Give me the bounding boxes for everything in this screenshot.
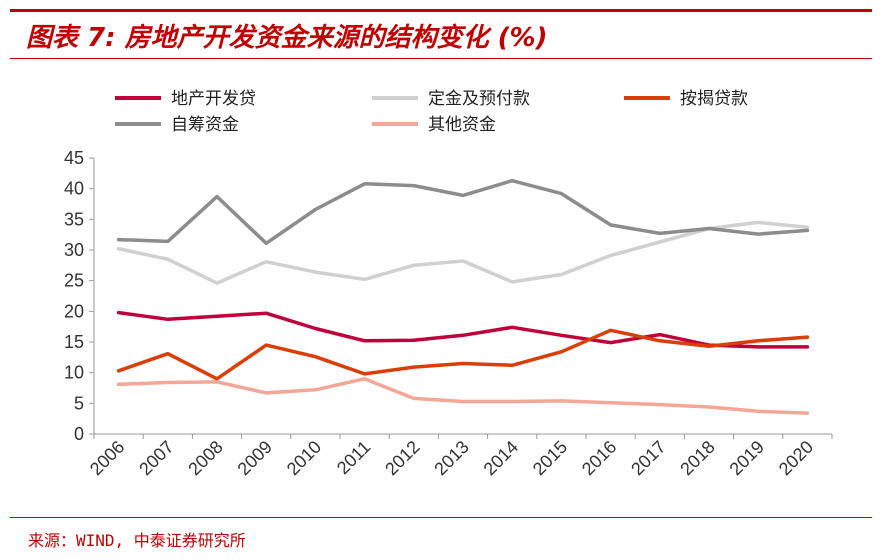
- bottom-rule: [10, 517, 872, 518]
- legend-label-1: 定金及预付款: [428, 89, 530, 109]
- y-tick-label: 15: [64, 332, 84, 352]
- source-note: 来源：WIND, 中泰证券研究所: [28, 531, 246, 550]
- legend-label-0: 地产开发贷: [171, 89, 256, 109]
- y-tick-label: 0: [74, 424, 84, 444]
- series-line-4: [116, 377, 810, 415]
- x-tick-label: 2013: [430, 437, 472, 479]
- x-tick-label: 2019: [726, 437, 768, 479]
- y-tick-label: 20: [64, 301, 84, 321]
- x-tick-label: 2018: [676, 437, 718, 479]
- x-tick-label: 2017: [627, 437, 669, 479]
- y-tick-label: 35: [64, 209, 84, 229]
- x-tick-label: 2012: [381, 437, 423, 479]
- series-line-3: [116, 178, 810, 246]
- x-tick-label: 2020: [775, 437, 817, 479]
- top-rule: [10, 9, 872, 12]
- y-tick-label: 30: [64, 240, 84, 260]
- x-tick-label: 2007: [135, 437, 177, 479]
- legend-label-3: 自筹资金: [171, 115, 239, 135]
- title-rule: [10, 58, 872, 59]
- figure-title: 图表 7: 房地产开发资金来源的结构变化 (%): [26, 23, 548, 53]
- x-tick-label: 2009: [234, 437, 276, 479]
- series-lines: [116, 178, 810, 415]
- x-tick-label: 2008: [184, 437, 226, 479]
- y-tick-label: 10: [64, 363, 84, 383]
- y-tick-label: 40: [64, 179, 84, 199]
- x-tick-label: 2016: [578, 437, 620, 479]
- x-tick-label: 2006: [86, 437, 128, 479]
- y-tick-label: 25: [64, 271, 84, 291]
- y-tick-label: 5: [74, 393, 84, 413]
- x-tick-label: 2014: [480, 437, 522, 479]
- series-line-0: [116, 310, 810, 349]
- series-line-1: [116, 220, 810, 285]
- x-tick-label: 2015: [529, 437, 571, 479]
- x-tick-label: 2010: [283, 437, 325, 479]
- legend-label-2: 按揭贷款: [680, 89, 748, 109]
- legend-label-4: 其他资金: [428, 115, 496, 135]
- series-line-2: [116, 328, 810, 381]
- x-tick-label: 2011: [333, 437, 375, 479]
- y-tick-label: 45: [64, 148, 84, 168]
